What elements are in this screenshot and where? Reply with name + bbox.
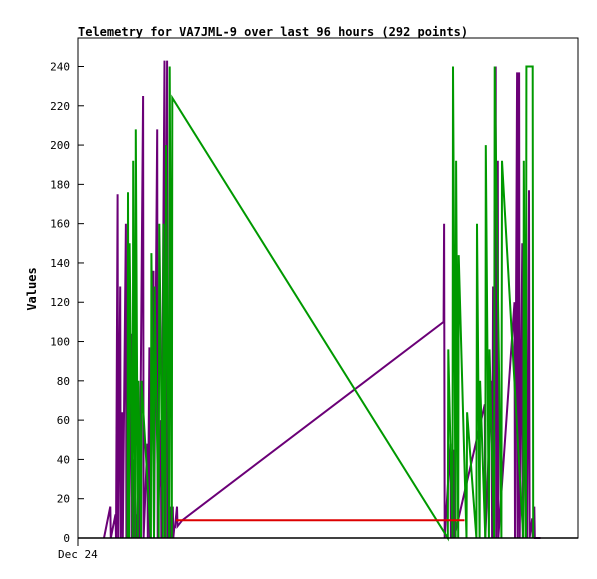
- y-tick-label: 60: [57, 414, 70, 427]
- y-tick-label: 240: [50, 60, 70, 73]
- x-axis: Dec 24: [58, 538, 98, 561]
- y-tick-label: 80: [57, 375, 70, 388]
- y-tick-label: 160: [50, 218, 70, 231]
- y-tick-label: 220: [50, 100, 70, 113]
- y-tick-label: 120: [50, 296, 70, 309]
- y-tick-label: 40: [57, 453, 70, 466]
- x-tick-label: Dec 24: [58, 548, 98, 561]
- series-layer: [78, 60, 578, 542]
- y-axis: 0 20 40 60 80 100 120 140 160 180 200 220 240: [50, 60, 84, 545]
- series-line-green: [126, 65, 535, 542]
- y-tick-label: 100: [50, 336, 70, 349]
- y-tick-label: 20: [57, 493, 70, 506]
- y-tick-label: 0: [63, 532, 70, 545]
- y-tick-label: 140: [50, 257, 70, 270]
- y-tick-label: 180: [50, 178, 70, 191]
- chart-title: Telemetry for VA7JML-9 over last 96 hour…: [78, 25, 468, 39]
- y-tick-label: 200: [50, 139, 70, 152]
- y-axis-title: Values: [25, 267, 39, 310]
